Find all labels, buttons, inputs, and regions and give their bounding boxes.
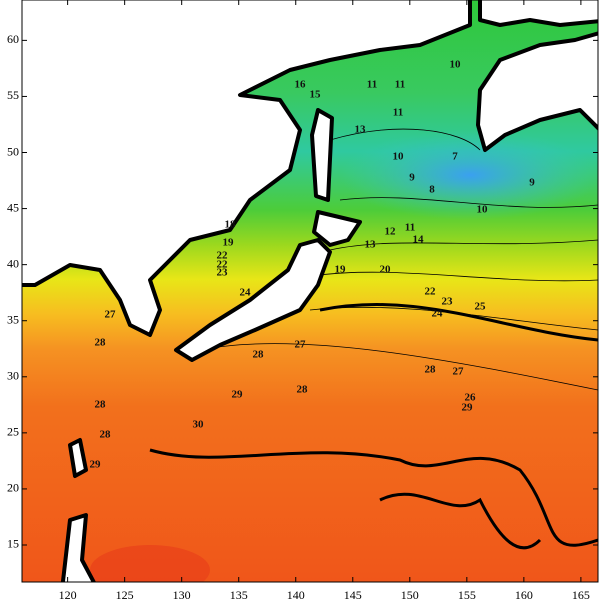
- contour-label: 28: [95, 337, 107, 349]
- contour-label: 27: [453, 366, 465, 378]
- contour-label: 23: [217, 267, 229, 279]
- contour-label: 8: [429, 184, 435, 196]
- contour-label: 9: [529, 177, 535, 189]
- cold-pool: [340, 130, 598, 220]
- x-tick-label: 150: [401, 588, 419, 602]
- y-tick-label: 15: [7, 537, 19, 551]
- taiwan: [68, 438, 88, 478]
- x-tick-label: 155: [458, 588, 476, 602]
- contour-label: 19: [223, 237, 235, 249]
- contour-label: 11: [367, 79, 377, 91]
- y-tick-label: 40: [7, 256, 19, 270]
- contour-label: 13: [365, 239, 377, 251]
- bold-contours: [149, 303, 598, 550]
- frame: [21, 0, 599, 583]
- contour-label: 18: [225, 219, 237, 231]
- x-tick-label: 135: [230, 588, 248, 602]
- contour-label: 29: [232, 389, 244, 401]
- contour-label: 10: [450, 59, 462, 71]
- y-tick-label: 20: [7, 481, 19, 495]
- contour-label: 25: [475, 301, 487, 313]
- philippines: [60, 513, 97, 582]
- y-tick-label: 55: [7, 88, 19, 102]
- contour-label: 10: [477, 204, 489, 216]
- sakhalin: [310, 108, 334, 202]
- honshu: [174, 238, 332, 362]
- y-tick-label: 35: [7, 312, 19, 326]
- warm-pool: [90, 545, 210, 582]
- contour-label: 16: [295, 79, 307, 91]
- contour-label: 22: [217, 250, 229, 262]
- contour-label: 30: [193, 419, 205, 431]
- axes: 120 125 130 135 140 145 150 155 160 165 15 20 25 30 35…: [7, 0, 598, 602]
- contour-label: 27: [295, 339, 307, 351]
- x-tick-label: 130: [173, 588, 191, 602]
- contour-label: 14: [413, 234, 425, 246]
- contour-label: 7: [452, 151, 458, 163]
- contour-label: 12: [385, 226, 397, 238]
- x-tick-label: 140: [287, 588, 305, 602]
- contour-label: 28: [253, 349, 265, 361]
- x-tick-label: 160: [515, 588, 533, 602]
- contour-label: 29: [462, 402, 474, 414]
- contour-label: 28: [425, 364, 437, 376]
- hokkaido: [312, 210, 362, 247]
- contour-label: 13: [355, 124, 367, 136]
- contour-label: 28: [95, 399, 107, 411]
- contour-label: 26: [465, 392, 477, 404]
- contour-label: 22: [217, 259, 229, 271]
- mainland: [22, 0, 472, 337]
- x-tick-label: 125: [116, 588, 134, 602]
- contour-label: 28: [100, 429, 112, 441]
- contour-label: 24: [432, 308, 444, 320]
- contour-label: 15: [310, 89, 322, 101]
- x-tick-label: 120: [59, 588, 77, 602]
- contour-label: 11: [405, 222, 415, 234]
- y-tick-label: 60: [7, 32, 19, 46]
- contour-label: 27: [105, 309, 117, 321]
- top-right-land: [478, 0, 598, 27]
- contour-label: 20: [380, 264, 392, 276]
- contour-label: 28: [297, 384, 309, 396]
- y-tick-label: 45: [7, 200, 19, 214]
- contour-label: 29: [90, 459, 102, 471]
- contour-label: 19: [335, 264, 347, 276]
- y-tick-label: 50: [7, 144, 19, 158]
- x-tick-label: 165: [572, 588, 590, 602]
- y-tick-label: 30: [7, 369, 19, 383]
- kamchatka: [476, 31, 598, 152]
- contour-label: 11: [393, 107, 403, 119]
- contour-label: 23: [442, 296, 454, 308]
- contour-label: 24: [240, 287, 252, 299]
- y-tick-label: 25: [7, 425, 19, 439]
- contour-label: 22: [425, 286, 437, 298]
- contour-label: 10: [393, 151, 405, 163]
- x-tick-label: 145: [344, 588, 362, 602]
- contour-label: 9: [409, 172, 415, 184]
- contour-label: 11: [395, 79, 405, 91]
